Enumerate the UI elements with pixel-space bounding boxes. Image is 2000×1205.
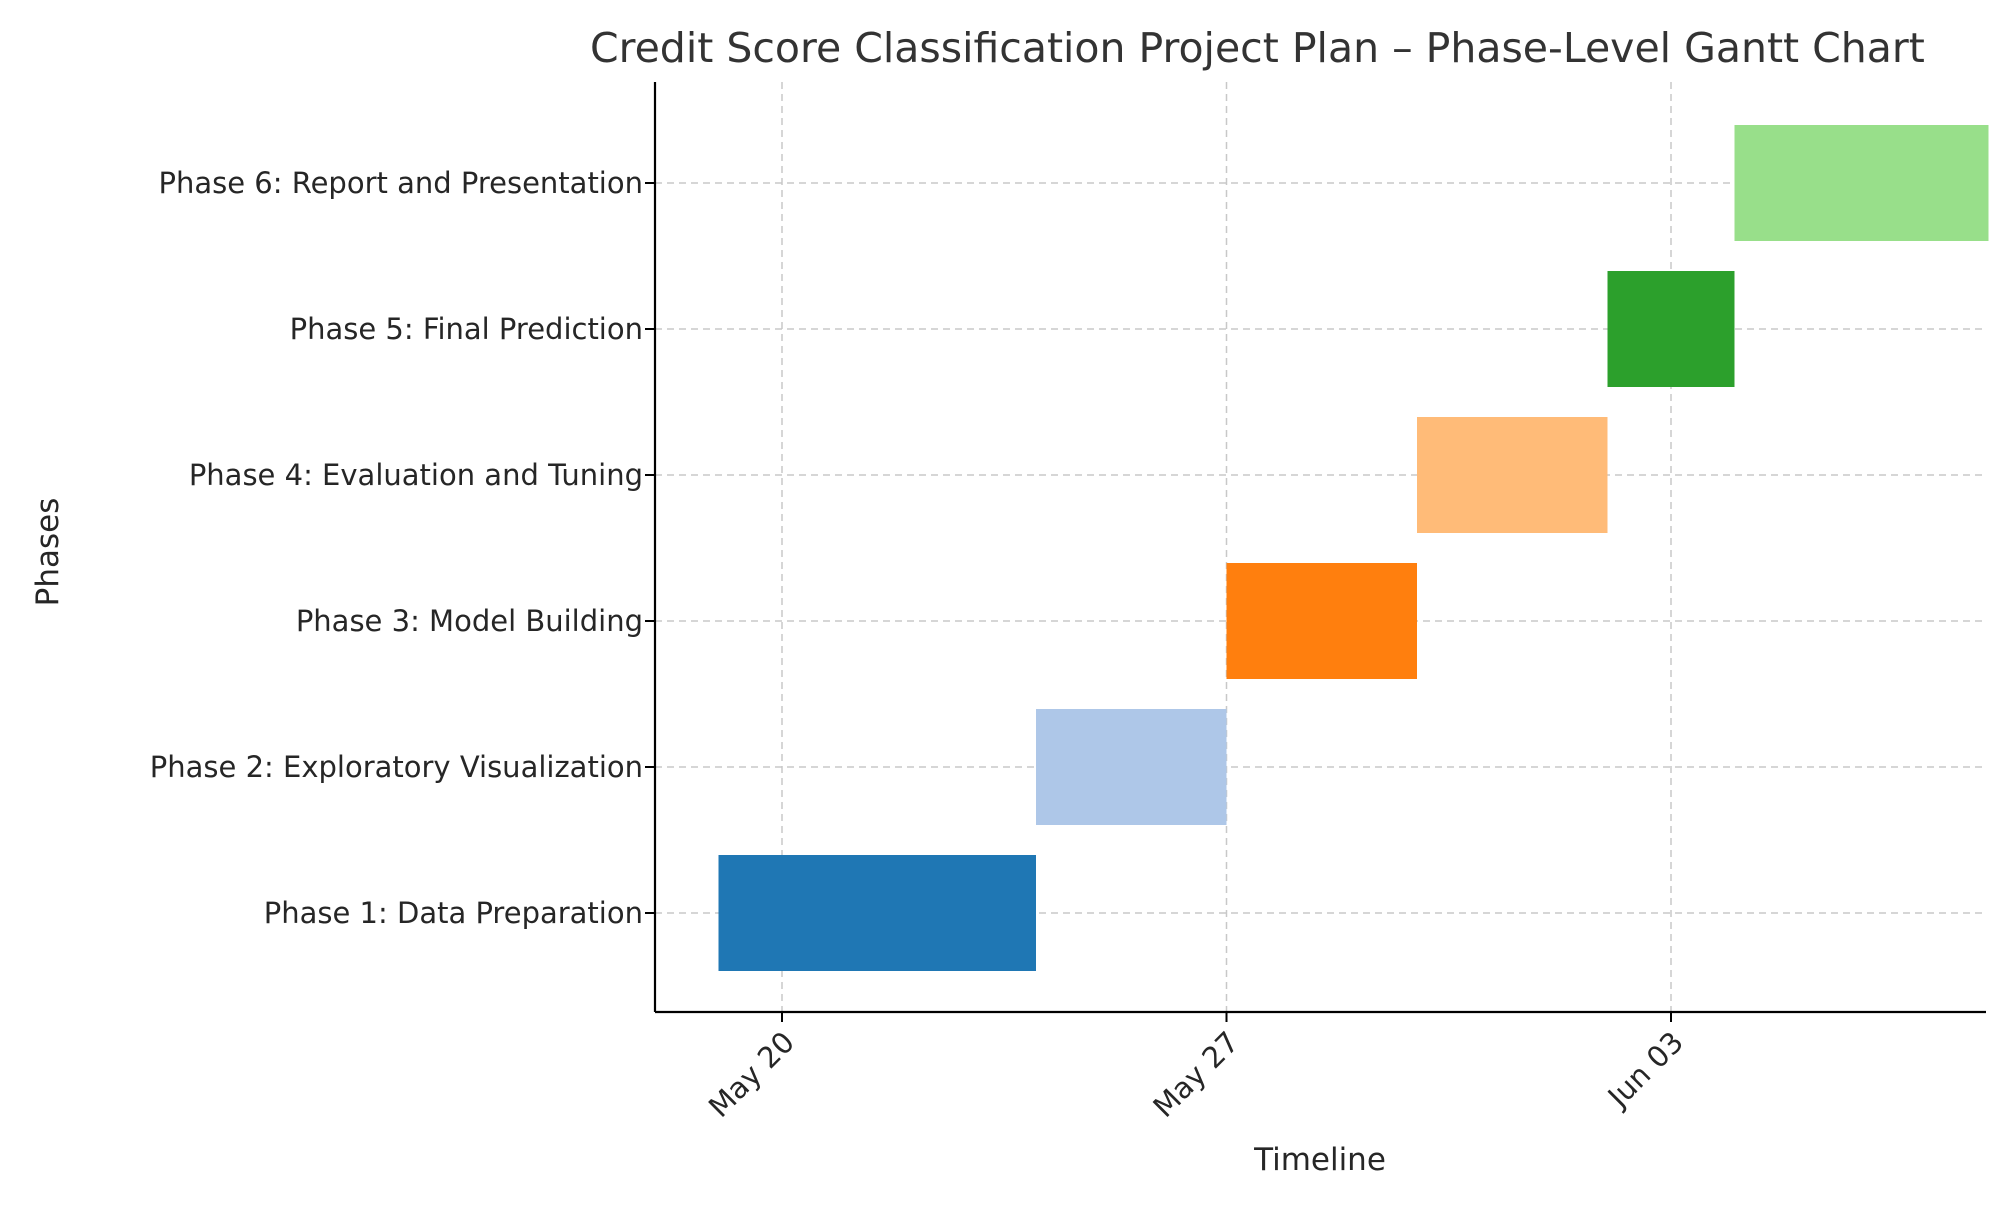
y-tick-label: Phase 6: Report and Presentation (158, 166, 643, 200)
x-axis-label: Timeline (1253, 1142, 1386, 1178)
gantt-bar (1417, 417, 1608, 533)
axes-layer (653, 82, 1986, 1014)
y-tick-label: Phase 5: Final Prediction (290, 312, 643, 346)
y-axis-label: Phases (30, 498, 66, 607)
bars-layer (718, 125, 1989, 971)
x-tick-label: May 20 (702, 1025, 801, 1124)
gantt-bar (1607, 271, 1735, 387)
x-tick-label: May 27 (1146, 1025, 1245, 1124)
x-tick-label: Jun 03 (1600, 1025, 1690, 1115)
gantt-bar (718, 855, 1036, 971)
y-tick-label: Phase 3: Model Building (296, 604, 643, 638)
y-tick-label: Phase 1: Data Preparation (264, 896, 643, 930)
gantt-bar (1226, 563, 1417, 679)
y-tick-label: Phase 2: Exploratory Visualization (150, 750, 643, 784)
gantt-bar (1734, 125, 1989, 241)
y-tick-label: Phase 4: Evaluation and Tuning (189, 458, 643, 492)
gantt-bar (1036, 709, 1227, 825)
ticks-layer: May 20 May 27 Jun 03 Phase 1: Data Preparat… (150, 166, 1690, 1124)
chart-title: Credit Score Classification Project Plan… (590, 24, 1925, 72)
